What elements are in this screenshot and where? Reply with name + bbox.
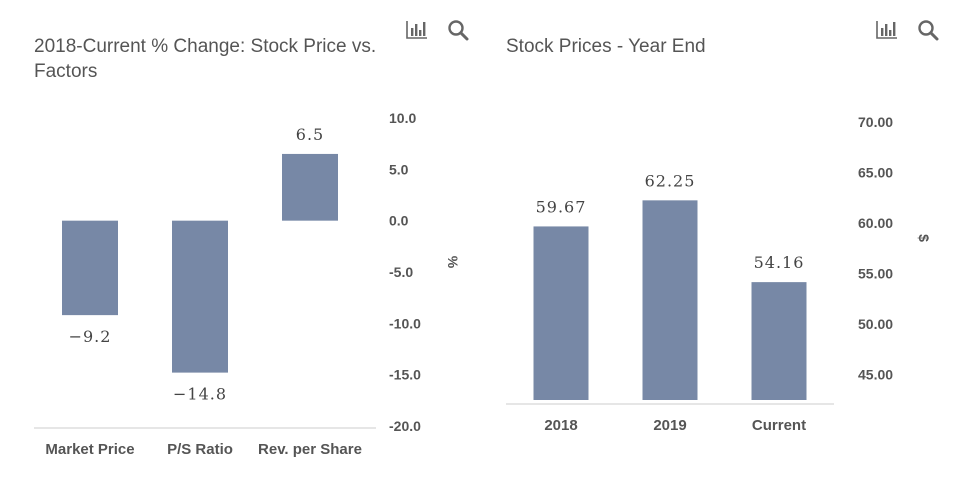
y-axis-label: $	[916, 234, 932, 242]
y-tick-label: -10.0	[389, 315, 421, 331]
x-tick-label: P/S Ratio	[167, 441, 233, 458]
y-tick-label: 10.0	[389, 110, 416, 126]
bar	[62, 220, 118, 316]
y-tick-label: 65.00	[858, 165, 893, 181]
chart-title: Stock Prices - Year End	[506, 36, 706, 57]
y-tick-label: 5.0	[389, 161, 409, 177]
stock-prices-chart: 70.00 65.00 60.00 55.00 50.00 45.00 $59.67 2018…	[506, 114, 932, 434]
bar-chart-icon[interactable]	[404, 18, 430, 42]
bar	[533, 226, 589, 400]
percent-change-chart: 10.0 5.0 0.0 -5.0 -10.0 -15.0 -20.0% −9.2 Market…	[34, 110, 461, 458]
x-tick-label: Current	[752, 417, 806, 434]
bar	[642, 200, 698, 400]
y-tick-label: 60.00	[858, 215, 893, 231]
data-label: 54.16	[754, 253, 805, 272]
y-tick-label: -20.0	[389, 418, 421, 434]
y-tick-label: 55.00	[858, 266, 893, 282]
data-label: 6.5	[296, 125, 324, 144]
data-label: −14.8	[173, 385, 227, 404]
chart-panel-stock-prices: Stock Prices - Year End 70.00 65.00 60.00 5…	[478, 0, 958, 498]
y-axis-label: %	[445, 256, 461, 269]
y-tick-label: -5.0	[389, 264, 413, 280]
bar	[172, 220, 228, 373]
bar-chart-icon[interactable]	[874, 18, 900, 42]
data-label: 62.25	[645, 171, 696, 190]
x-tick-label: 2019	[653, 417, 686, 434]
y-tick-label: 50.00	[858, 316, 893, 332]
chart-panel-percent-change: 2018-Current % Change: Stock Price vs. F…	[0, 0, 478, 498]
chart-title: 2018-Current % Change: Stock Price vs. F…	[34, 36, 377, 82]
x-tick-label: 2018	[544, 417, 577, 434]
y-tick-label: 0.0	[389, 213, 409, 229]
y-tick-label: 45.00	[858, 367, 893, 383]
y-tick-label: -15.0	[389, 367, 421, 383]
bar	[751, 282, 807, 400]
x-tick-label: Rev. per Share	[258, 441, 362, 458]
x-tick-label: Market Price	[45, 441, 134, 458]
y-tick-label: 70.00	[858, 114, 893, 130]
search-icon[interactable]	[446, 18, 472, 42]
data-label: 59.67	[536, 197, 587, 216]
data-label: −9.2	[69, 327, 112, 346]
bar	[282, 153, 338, 221]
search-icon[interactable]	[916, 18, 942, 42]
